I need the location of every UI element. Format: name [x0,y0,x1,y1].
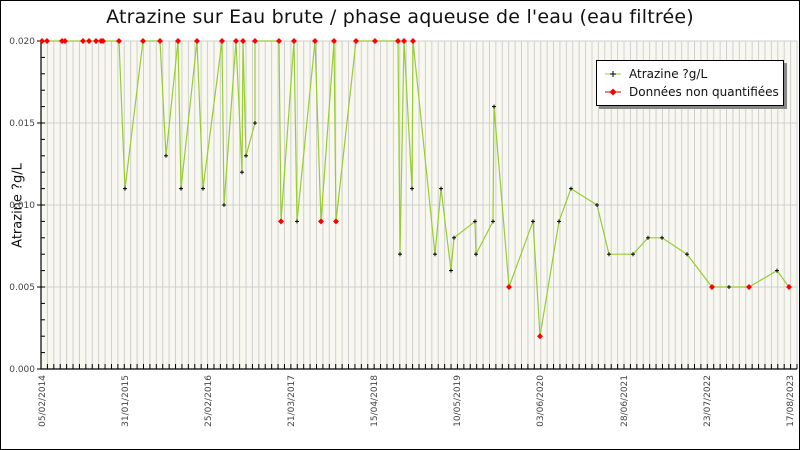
non-quantified-marker [39,38,45,44]
non-quantified-marker [157,38,163,44]
data-point-marker [685,252,689,257]
chart-legend: Atrazine ?g/L Données non quantifiées [596,60,784,106]
non-quantified-marker [252,38,258,44]
non-quantified-marker [175,38,181,44]
non-quantified-marker [93,38,99,44]
data-point-marker [775,268,779,273]
non-quantified-marker [318,218,324,225]
data-point-marker [569,186,573,191]
data-point-marker [439,186,443,191]
legend-label: Données non quantifiées [629,85,779,99]
data-point-marker [123,186,127,191]
non-quantified-marker [240,38,246,44]
data-point-marker [491,219,495,224]
data-point-marker [398,252,402,257]
data-point-marker [727,285,731,289]
non-quantified-marker [786,284,792,290]
non-quantified-marker [62,38,68,44]
non-quantified-marker [353,38,359,44]
non-quantified-marker [116,38,122,44]
non-quantified-marker [746,284,752,290]
data-point-marker [595,203,599,207]
data-point-marker [164,153,168,158]
non-quantified-marker [410,38,416,44]
non-quantified-marker [709,284,715,290]
data-point-marker [531,219,535,224]
data-point-marker [295,219,299,224]
horizontal-gridlines [41,40,797,288]
non-quantified-marker [140,38,146,44]
svg-text:31/01/2015: 31/01/2015 [121,375,131,427]
svg-text:0.010: 0.010 [9,201,35,211]
svg-text:21/03/2017: 21/03/2017 [287,375,297,427]
data-point-marker [410,186,414,191]
non-quantified-marker [506,284,512,290]
non-quantified-marker [395,38,401,44]
legend-label: Atrazine ?g/L [629,67,708,81]
x-axis: 05/02/2014 31/01/2015 25/02/2016 21/03/2017… [38,364,798,427]
data-point-marker [631,252,635,257]
svg-text:28/06/2021: 28/06/2021 [620,375,630,427]
non-quantified-marker [100,38,106,44]
legend-item-non-quantified: Données non quantifiées [605,84,779,100]
non-quantified-marker [44,38,50,44]
chart-title: Atrazine sur Eau brute / phase aqueuse d… [106,6,694,28]
non-quantified-marker [312,38,318,44]
svg-text:03/06/2020: 03/06/2020 [536,375,546,427]
non-quantified-marker [194,38,200,44]
non-quantified-marker [401,38,407,44]
legend-item-atrazine: Atrazine ?g/L [605,66,707,82]
data-point-marker [646,235,650,240]
data-point-marker [473,219,477,224]
non-quantified-marker [291,38,297,44]
data-point-marker [660,235,664,240]
non-quantified-marker [372,38,378,44]
non-quantified-marker [233,38,239,44]
data-point-marker [492,104,496,109]
svg-text:0.000: 0.000 [9,365,35,375]
data-point-marker [179,186,183,191]
svg-text:05/02/2014: 05/02/2014 [38,375,48,427]
non-quantified-marker [278,218,284,225]
svg-text:25/02/2016: 25/02/2016 [204,375,214,427]
svg-text:10/05/2019: 10/05/2019 [453,375,463,427]
data-point-marker [449,268,453,273]
svg-text:17/08/2023: 17/08/2023 [786,375,796,427]
data-point-marker [474,252,478,257]
data-point-marker [240,170,244,175]
y-axis: 0.000 0.005 0.010 0.015 0.020 [9,37,45,375]
data-point-marker [557,219,561,224]
non-quantified-marker [219,38,225,44]
non-quantified-marker [331,38,337,44]
non-quantified-marker [80,38,86,44]
non-quantified-marker [537,333,543,340]
svg-text:15/04/2018: 15/04/2018 [370,375,380,427]
svg-text:23/07/2022: 23/07/2022 [703,375,713,427]
non-quantified-marker [276,38,282,44]
data-point-marker [244,153,248,158]
data-point-marker [253,121,257,125]
non-quantified-marker [333,218,339,225]
line-marker-icon [605,71,621,77]
svg-text:0.005: 0.005 [9,283,35,293]
non-quantified-marker [86,38,92,44]
data-point-markers [39,38,792,340]
data-point-marker [433,252,437,257]
data-point-marker [452,235,456,240]
data-point-marker [222,203,226,207]
svg-text:0.020: 0.020 [9,37,35,47]
data-point-marker [201,186,205,191]
svg-text:0.015: 0.015 [9,119,35,129]
data-point-marker [607,252,611,257]
red-diamond-icon [605,88,621,96]
